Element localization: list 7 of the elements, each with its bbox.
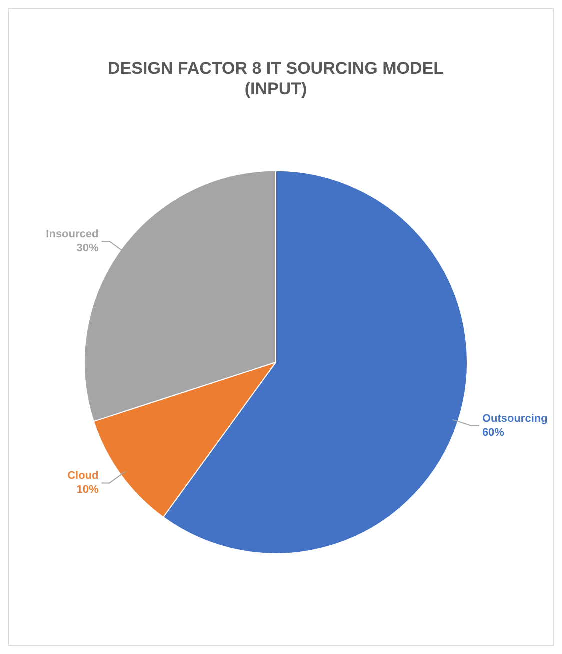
slice-label: Insourced (46, 228, 99, 241)
data-label: 10% (76, 484, 99, 496)
data-label: 60% (482, 426, 505, 439)
slice-label: Cloud (68, 470, 99, 482)
chart-title: DESIGN FACTOR 8 IT SOURCING MODEL (INPUT) (108, 58, 444, 98)
slice-label: Outsourcing (482, 412, 548, 425)
data-label: 30% (76, 242, 99, 255)
